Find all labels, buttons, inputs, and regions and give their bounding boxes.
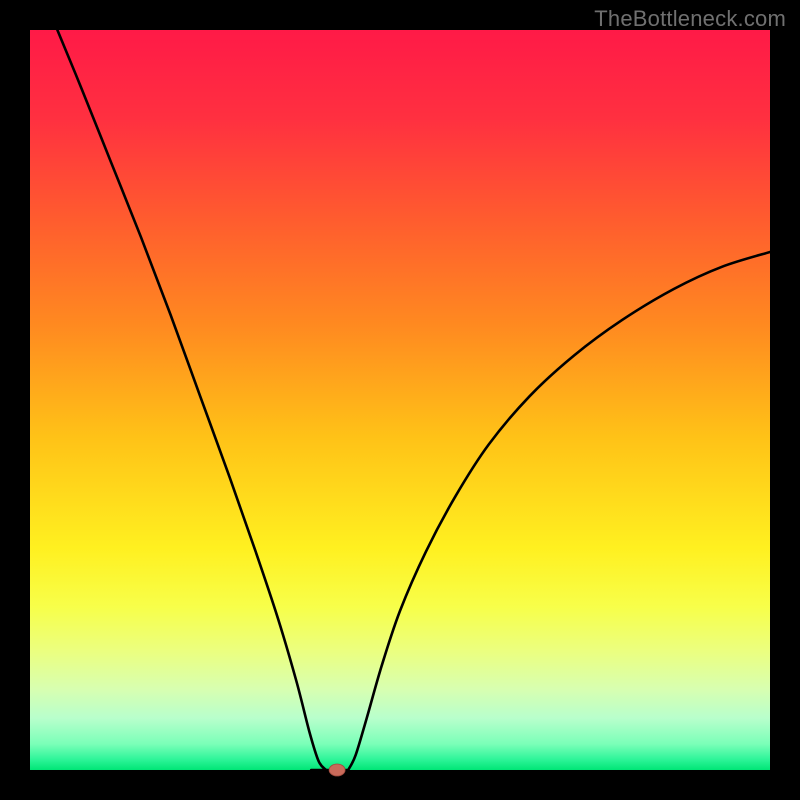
bottleneck-chart [0, 0, 800, 800]
gradient-background [30, 30, 770, 770]
chart-container: TheBottleneck.com [0, 0, 800, 800]
optimum-marker [329, 764, 345, 776]
watermark-text: TheBottleneck.com [594, 6, 786, 32]
